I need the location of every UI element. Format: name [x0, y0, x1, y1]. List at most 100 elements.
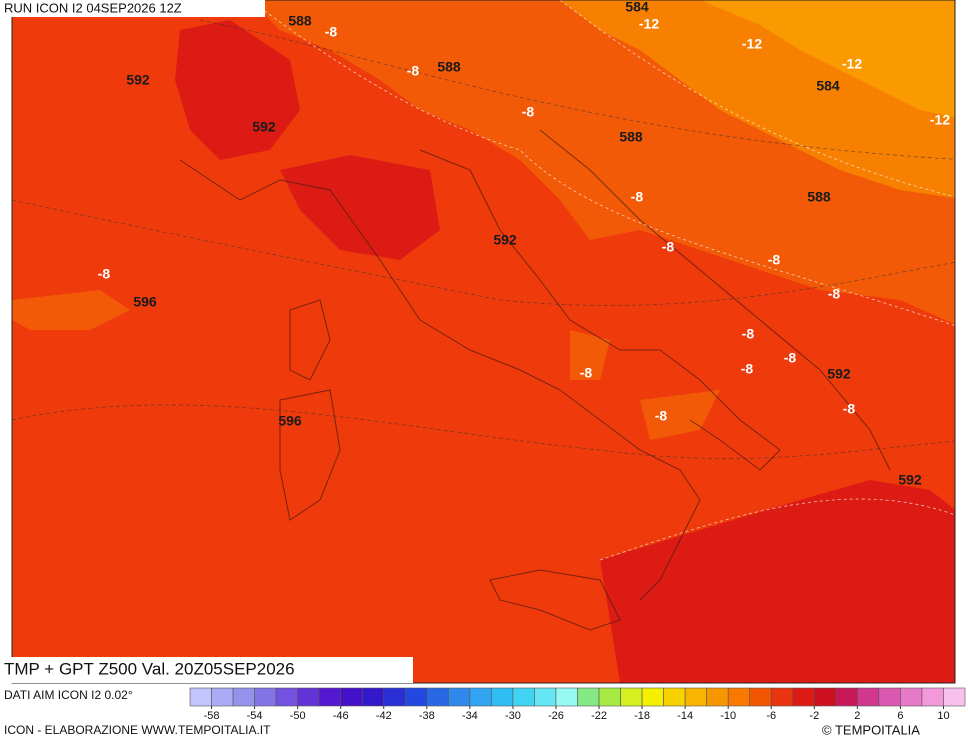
colorbar-swatch	[448, 687, 471, 707]
colorbar-tick-label: -18	[634, 710, 650, 722]
temperature-label: -8	[522, 104, 535, 120]
colorbar-swatch	[383, 687, 406, 707]
temperature-label: -12	[842, 56, 862, 72]
credit-label: ICON - ELABORAZIONE WWW.TEMPOITALIA.IT	[4, 723, 271, 737]
colorbar-swatch	[749, 687, 772, 707]
temperature-label: -8	[768, 252, 781, 268]
colorbar-swatch	[878, 687, 901, 707]
colorbar-swatch	[534, 687, 557, 707]
colorbar-swatch	[189, 687, 212, 707]
colorbar-swatch	[857, 687, 880, 707]
height-label: 592	[898, 472, 922, 488]
colorbar-tick-label: -26	[548, 710, 564, 722]
colorbar-swatch	[900, 687, 923, 707]
temperature-label: -8	[843, 401, 856, 417]
colorbar-swatch	[598, 687, 621, 707]
hot-zone	[600, 480, 955, 683]
warm-zone	[570, 330, 610, 380]
yellow-zone	[700, 0, 955, 118]
colorbar-tick-label: -14	[677, 710, 693, 722]
colorbar-swatch	[835, 687, 858, 707]
colorbar-tick-label: -10	[720, 710, 736, 722]
temperature-label: -12	[742, 36, 762, 52]
warm-zone	[640, 390, 720, 440]
colorbar-swatch	[491, 687, 514, 707]
source-label: DATI AIM ICON I2 0.02°	[4, 688, 133, 702]
colorbar-swatch	[232, 687, 255, 707]
map-field	[12, 0, 955, 683]
height-label: 588	[619, 129, 643, 145]
colorbar-swatch	[792, 687, 815, 707]
isotherms	[249, 0, 955, 561]
colorbar-tick-label: -2	[809, 710, 819, 722]
map-frame	[11, 0, 956, 684]
temperature-label: -8	[580, 365, 593, 381]
colorbar-tick-label: 2	[854, 710, 860, 722]
colorbar: -58 -54 -50 -46 -42 -38 -34 -30 -26 -22 -18 -14 -10-…	[189, 687, 966, 722]
colorbar-swatch	[555, 687, 578, 707]
height-label: 588	[807, 189, 831, 205]
header-box	[0, 0, 265, 17]
colorbar-swatch	[254, 687, 277, 707]
colorbar-tick-label: -58	[204, 710, 220, 722]
colorbar-swatch	[770, 687, 794, 707]
colorbar-swatch	[404, 687, 428, 707]
colorbar-swatch	[426, 687, 449, 707]
colorbar-swatch	[340, 687, 363, 707]
colorbar-swatch	[318, 687, 341, 707]
height-label: 588	[437, 59, 461, 75]
colorbar-swatch	[727, 687, 751, 707]
colorbar-tick-label: -42	[376, 710, 392, 722]
height-label: 592	[126, 72, 150, 88]
colorbar-swatch	[512, 687, 535, 707]
colorbar-swatch	[275, 687, 298, 707]
temperature-label: -12	[930, 112, 950, 128]
colorbar-tick-label: 6	[897, 710, 903, 722]
colorbar-swatch	[684, 687, 707, 707]
colorbar-tick-label: -54	[247, 710, 263, 722]
temperature-label: -8	[741, 361, 754, 377]
temperature-label: -8	[662, 239, 675, 255]
colorbar-swatch	[297, 687, 320, 707]
isohypses	[12, 19, 955, 459]
height-label: 584	[625, 0, 649, 15]
title-box	[0, 657, 413, 683]
colorbar-tick-label: -34	[462, 710, 478, 722]
temperature-label: -8	[407, 63, 420, 79]
height-label: 588	[288, 13, 312, 29]
colorbar-swatch	[211, 687, 234, 707]
height-label: 596	[278, 413, 302, 429]
colorbar-swatch	[943, 687, 966, 707]
colorbar-tick-label: -38	[419, 710, 435, 722]
temperature-label: -8	[98, 266, 111, 282]
colorbar-tick-label: -22	[591, 710, 607, 722]
height-label: 592	[827, 366, 851, 382]
colorbar-swatch	[706, 687, 729, 707]
product-title: TMP + GPT Z500 Val. 20Z05SEP2026	[4, 659, 295, 678]
colorbar-swatch	[469, 687, 492, 707]
run-label: RUN ICON I2 04SEP2026 12Z	[4, 0, 182, 15]
copyright-label: © TEMPOITALIA	[822, 722, 920, 737]
warm-zone	[12, 290, 130, 330]
height-label: 584	[816, 78, 840, 94]
temperature-label: -8	[784, 350, 797, 366]
temperature-label: -8	[325, 24, 338, 40]
colorbar-swatch	[814, 687, 837, 707]
temperature-label: -8	[828, 286, 841, 302]
temperature-label: -8	[655, 408, 668, 424]
temperature-label: -8	[631, 189, 644, 205]
colorbar-swatch	[663, 687, 686, 707]
colorbar-swatch	[641, 687, 664, 707]
colorbar-swatch	[361, 687, 385, 707]
colorbar-swatch	[921, 687, 944, 707]
colorbar-tick-label: -46	[333, 710, 349, 722]
coastlines	[179, 129, 891, 631]
colorbar-swatch	[620, 687, 643, 707]
height-label: 592	[493, 232, 517, 248]
colorbar-swatch	[577, 687, 600, 707]
height-label: 592	[252, 119, 276, 135]
height-label: 596	[133, 294, 157, 310]
colorbar-tick-label: 10	[937, 710, 949, 722]
